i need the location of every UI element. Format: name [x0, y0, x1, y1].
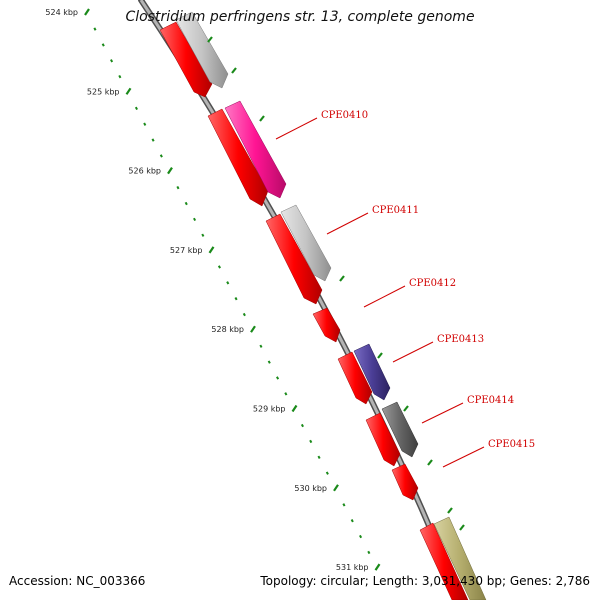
scale-minor-tick — [317, 455, 321, 459]
scale-minor-tick — [367, 550, 371, 555]
scale-minor-tick — [101, 43, 105, 47]
pink-feature-block[interactable] — [224, 100, 287, 199]
scale-minor-tick — [242, 312, 246, 317]
scale-minor-tick — [217, 265, 221, 269]
scale-minor-tick — [134, 106, 138, 111]
gene-label-cpe0410[interactable]: CPE0410 — [321, 110, 368, 121]
scale-tick-label: 524 kbp — [45, 8, 78, 17]
scale-minor-tick — [309, 439, 313, 444]
scale-tick-label: 528 kbp — [211, 325, 244, 334]
gene-callout-line — [363, 285, 406, 308]
scale-minor-tick — [234, 297, 238, 301]
darkgray-feature-block[interactable] — [381, 401, 419, 458]
gene-callout-line — [392, 341, 434, 363]
scale-major-tick — [374, 563, 381, 571]
cds-feature-block[interactable] — [337, 351, 373, 405]
scale-tick-label: 530 kbp — [294, 484, 327, 493]
scale-minor-tick — [143, 122, 147, 126]
olive-feature-block[interactable] — [433, 516, 487, 600]
genome-backbone-highlight — [139, 0, 462, 600]
gene-callout-line — [275, 117, 318, 140]
scale-minor-tick — [110, 59, 114, 63]
scale-minor-tick — [267, 360, 271, 364]
gene-labels: CPE0410 CPE0411 CPE0412 CPE0413 CPE0414 CPE04… — [275, 110, 535, 468]
cds-feature-block[interactable] — [159, 21, 213, 98]
cds-feature-block[interactable] — [207, 108, 269, 207]
gene-label-cpe0413[interactable]: CPE0413 — [437, 334, 484, 345]
gene-label-cpe0412[interactable]: CPE0412 — [409, 278, 456, 289]
scale-major-tick — [333, 484, 339, 492]
scale-tick-label: 531 kbp — [336, 563, 369, 572]
scale-tick-label: 527 kbp — [170, 246, 203, 255]
outer-tick-track — [207, 36, 465, 531]
gene-callout-line — [421, 402, 464, 424]
scale-minor-tick — [193, 217, 197, 222]
scale-minor-tick — [359, 534, 363, 539]
scale-minor-tick — [342, 503, 346, 507]
cds-feature-block[interactable] — [391, 463, 419, 501]
scale-major-tick — [167, 166, 173, 175]
gene-callout-line — [326, 212, 369, 235]
gene-label-cpe0414[interactable]: CPE0414 — [467, 395, 514, 406]
scale-minor-tick — [325, 471, 329, 475]
gray-feature-block[interactable] — [280, 204, 332, 282]
scale-major-tick — [208, 246, 215, 254]
scale-minor-tick — [350, 519, 354, 523]
cds-feature-block[interactable] — [365, 412, 401, 467]
scale-tick-label: 525 kbp — [87, 87, 120, 96]
scale-minor-tick — [276, 376, 280, 380]
scale-minor-tick — [93, 27, 97, 31]
genome-backbone — [138, 0, 463, 600]
scale-minor-tick — [226, 281, 230, 285]
scale-minor-tick — [184, 201, 188, 206]
gray-feature-block[interactable] — [175, 11, 229, 89]
scale-minor-tick — [159, 154, 163, 158]
scale-minor-tick — [176, 185, 180, 190]
scale-minor-tick — [118, 74, 122, 79]
gene-callout-line — [442, 446, 485, 468]
cds-feature-block[interactable] — [265, 213, 323, 305]
feature-track — [159, 11, 487, 600]
kbp-scale: 524 kbp 525 kbp 526 kbp 527 kbp 528 kbp 529 k… — [45, 8, 381, 572]
gene-label-cpe0411[interactable]: CPE0411 — [372, 205, 419, 216]
purple-feature-block[interactable] — [353, 343, 391, 401]
scale-tick-label: 529 kbp — [253, 405, 286, 414]
scale-major-tick — [84, 8, 90, 16]
scale-major-tick — [125, 87, 132, 95]
scale-minor-tick — [151, 138, 155, 142]
scale-tick-label: 526 kbp — [128, 167, 161, 176]
accession-text: Accession: NC_003366 — [9, 574, 146, 588]
gene-label-cpe0415[interactable]: CPE0415 — [488, 439, 535, 450]
scale-minor-tick — [284, 392, 288, 396]
scale-major-tick — [291, 404, 298, 413]
cds-feature-block[interactable] — [419, 522, 469, 600]
scale-minor-tick — [259, 344, 263, 348]
topology-text: Topology: circular; Length: 3,031,430 bp… — [260, 574, 590, 588]
page-title: Clostridium perfringens str. 13, complet… — [125, 9, 475, 25]
cds-feature-block[interactable] — [312, 307, 341, 343]
scale-major-tick — [250, 325, 256, 333]
scale-minor-tick — [300, 423, 304, 428]
scale-minor-tick — [201, 233, 205, 237]
